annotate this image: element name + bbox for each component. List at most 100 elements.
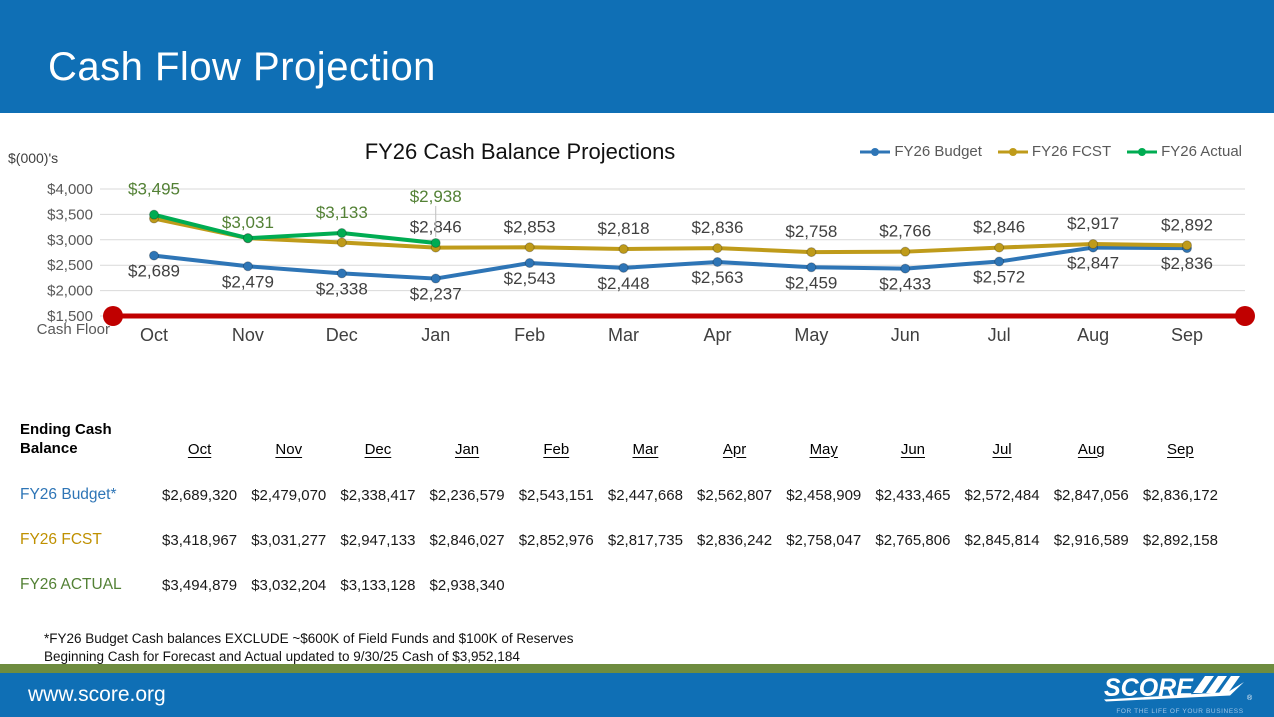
score-logo: SCORE ® FOR THE LIFE OF YOUR BUSINESS: [1102, 674, 1258, 715]
data-label: $2,459: [785, 273, 837, 292]
y-axis-tick-label: $1,500: [47, 308, 93, 325]
table-cell: $2,852,976: [518, 531, 594, 549]
data-label: $2,448: [598, 274, 650, 293]
footnote-line: *FY26 Budget Cash balances EXCLUDE ~$600…: [44, 631, 574, 646]
data-label: $3,133: [316, 203, 368, 222]
table-cell: $2,817,735: [607, 531, 683, 549]
table-cell: $3,031,277: [251, 531, 327, 549]
table-month-header: Apr: [722, 440, 747, 458]
table-month-header: Sep: [1167, 440, 1194, 458]
table-cell: $2,892,158: [1142, 531, 1218, 549]
table-month-header: Mar: [632, 440, 659, 458]
data-point: [430, 273, 441, 284]
chart-title: FY26 Cash Balance Projections: [364, 139, 676, 164]
cash-floor-label: Cash Floor: [37, 321, 110, 338]
y-axis-tick-label: $2,500: [47, 257, 93, 274]
table-cell: $2,836,242: [697, 531, 773, 549]
footer-url[interactable]: www.score.org: [28, 683, 166, 706]
legend-line-marker-icon: [1127, 147, 1158, 156]
data-point: [524, 242, 535, 253]
table-cell: $2,916,589: [1053, 531, 1129, 549]
table-row-label: FY26 Budget*: [20, 485, 117, 503]
x-axis-label: Apr: [703, 325, 731, 345]
series-fy26-fcst: $2,846 $2,853 $2,818 $2,836 $2,758 $2,766 $2,8…: [149, 213, 1213, 258]
legend-item-fy26-budget: FY26 Budget: [860, 143, 982, 160]
slide-title: Cash Flow Projection: [48, 45, 436, 89]
legend-item-fy26-actual: FY26 Actual: [1127, 143, 1242, 160]
legend-item-fy26-fcst: FY26 FCST: [997, 143, 1112, 160]
swoosh-stroke-icon: [1206, 676, 1227, 693]
table-cell: $3,032,204: [251, 576, 327, 594]
chart-legend: FY26 Budget FY26 FCST FY26 Actual: [860, 143, 1242, 160]
data-point: [149, 209, 159, 220]
data-point: [994, 256, 1005, 267]
table-cell: $2,758,047: [786, 531, 862, 549]
cash-balance-line-chart: $4,000 $3,500 $3,000 $2,500 $2,000 $1,500 $(00…: [8, 150, 1255, 345]
table-cell: $2,572,484: [964, 486, 1040, 504]
table-cell: $2,236,579: [429, 486, 505, 504]
series-line: [152, 216, 1189, 255]
data-point: [994, 242, 1005, 253]
table-month-header: Oct: [187, 440, 212, 458]
table-month-header: Jan: [454, 440, 480, 458]
table-month-header: Feb: [543, 440, 570, 458]
series-fy26-budget: $2,689 $2,479 $2,338 $2,237 $2,543 $2,448 $2,5…: [128, 242, 1213, 304]
data-point: [712, 243, 723, 254]
table-cell: $2,458,909: [786, 486, 862, 504]
swoosh-underline-icon: [1104, 682, 1244, 702]
footer-tagline: FOR THE LIFE OF YOUR BUSINESS: [1116, 708, 1244, 715]
table-cell: $3,494,879: [162, 576, 238, 594]
data-label: $3,495: [128, 180, 180, 199]
legend-label: FY26 Actual: [1161, 143, 1242, 160]
legend-label: FY26 Budget: [894, 143, 982, 160]
data-label: $2,847: [1067, 254, 1119, 273]
data-label: $2,563: [691, 268, 743, 287]
y-axis-unit-label: $(000)'s: [8, 150, 58, 166]
data-label: $3,031: [222, 213, 274, 232]
y-axis-tick-label: $3,500: [47, 206, 93, 223]
data-point: [149, 250, 159, 261]
data-label: $2,917: [1067, 214, 1119, 233]
data-label: $2,543: [504, 269, 556, 288]
data-label: $2,766: [879, 222, 931, 241]
data-point: [900, 246, 911, 257]
y-axis-tick-label: $3,000: [47, 232, 93, 249]
data-point: [336, 228, 347, 239]
data-label: $2,818: [598, 219, 650, 238]
data-point: [900, 263, 911, 274]
table-row-label: FY26 FCST: [20, 530, 102, 548]
data-point: [806, 262, 817, 273]
x-axis-label: Dec: [326, 325, 358, 345]
swoosh-stroke-icon: [1219, 676, 1240, 693]
y-axis-tick-label: $4,000: [47, 181, 93, 198]
x-axis-label: Jan: [421, 325, 450, 345]
table-month-header: Jun: [900, 440, 925, 458]
table-header-label: Ending Cash Balance: [20, 421, 112, 457]
data-point: [806, 247, 817, 258]
data-point: [336, 237, 347, 248]
footnotes: *FY26 Budget Cash balances EXCLUDE ~$600…: [44, 630, 573, 666]
data-label: $2,836: [1161, 254, 1213, 273]
legend-label: FY26 FCST: [1031, 143, 1112, 160]
data-label: $2,572: [973, 268, 1025, 287]
data-point: [712, 256, 723, 267]
table-cell: $2,543,151: [518, 486, 594, 504]
cash-floor-endpoint: [103, 306, 123, 326]
data-label: $2,479: [222, 272, 274, 291]
table-cell: $2,433,465: [875, 486, 951, 504]
table-row-label: FY26 ACTUAL: [20, 575, 122, 593]
swoosh-stroke-icon: [1193, 676, 1214, 693]
x-axis-label: Jul: [988, 325, 1011, 345]
table-month-header: Jul: [992, 440, 1012, 458]
table-cell: $3,133,128: [340, 576, 416, 594]
data-label: $2,938: [410, 187, 462, 206]
data-point: [242, 261, 253, 272]
table-month-header: Aug: [1077, 440, 1105, 458]
table-cell: $2,947,133: [340, 531, 416, 549]
data-label: $2,853: [504, 217, 556, 236]
table-cell: $2,847,056: [1053, 486, 1129, 504]
footer-bar: www.score.org SCORE ® FOR THE LIFE OF YO…: [0, 673, 1274, 717]
table-month-header: May: [809, 440, 838, 458]
cash-floor-endpoint: [1235, 306, 1255, 326]
